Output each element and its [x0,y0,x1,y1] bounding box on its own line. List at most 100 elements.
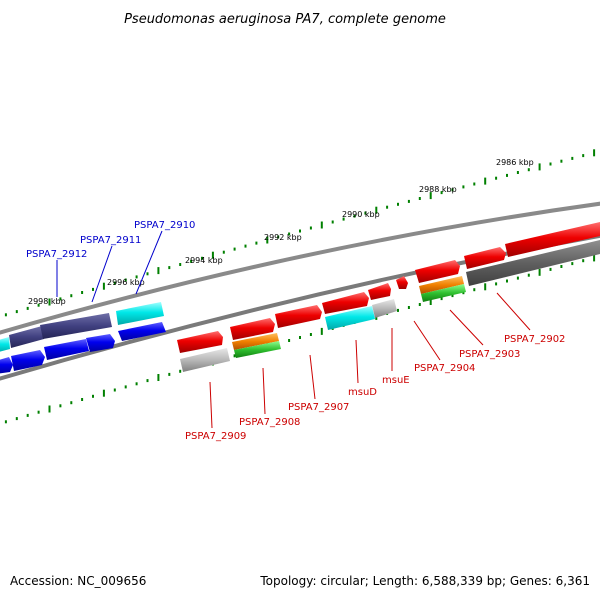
outer-ring-minor-tick [233,247,236,251]
gene-feature-navy-2[interactable] [40,313,112,339]
outer-ring-minor-tick [309,226,312,230]
feature-track [0,222,600,374]
outer-ring-minor-tick [168,266,171,270]
gene-label-pspa7-2907[interactable]: PSPA7_2907 [288,402,349,413]
outer-ring-minor-tick [582,154,585,158]
gene-feature-red-pspa7-2902b[interactable] [505,222,600,257]
gene-labels: PSPA7_2912 PSPA7_2911 PSPA7_2910 PSPA7_2… [26,220,565,442]
inner-ring-minor-tick [92,394,94,398]
inner-ring-minor-tick [233,354,236,358]
inner-ring-minor-tick [15,417,18,421]
outer-ring-minor-tick [201,256,203,260]
inner-ring-major-tick [157,374,160,381]
outer-ring-minor-tick [4,313,7,317]
gene-feature-blue-1[interactable] [11,350,45,371]
gene-feature-navy-1[interactable] [9,326,44,348]
outer-ring-minor-tick [190,259,193,263]
gene-label-pspa7-2903[interactable]: PSPA7_2903 [459,349,520,360]
gene-feature-cyan-pspa7-2910[interactable] [116,302,164,325]
gene-feature-cyan-2[interactable] [325,306,375,330]
inner-ring-minor-tick [70,401,73,405]
outer-ring-minor-tick [277,235,280,239]
gene-feature-darkgrey-1[interactable] [466,240,600,286]
gene-feature-red-pspa7-2904[interactable] [396,276,408,289]
outer-ring-major-tick [375,206,378,214]
outer-ring-minor-tick [70,294,73,298]
outer-ring-minor-tick [342,217,345,221]
outer-ring-minor-tick [135,275,138,279]
gene-feature-grey-2[interactable] [372,299,397,318]
accession-text: Accession: NC_009656 [10,574,147,588]
inner-ring-minor-tick [299,336,301,339]
tick-label-2988: 2988 kbp [419,185,457,194]
inner-ring-minor-tick [506,279,508,283]
outer-ring-minor-tick [92,287,94,291]
inner-ring-minor-tick [124,385,127,389]
callout-pspa7-2904 [413,320,441,361]
gene-feature-orange-1[interactable] [232,333,279,350]
gene-label-pspa7-2912[interactable]: PSPA7_2912 [26,249,87,260]
inner-ring-minor-tick [418,303,421,306]
inner-ring-minor-tick [516,276,519,280]
inner-ring-minor-tick [440,297,443,301]
outer-ring-minor-tick [288,232,291,236]
outer-ring-minor-tick [59,297,62,301]
gene-feature-grey-1[interactable] [180,348,230,372]
gene-label-pspa7-2902[interactable]: PSPA7_2902 [504,334,565,345]
inner-ring-minor-tick [473,288,476,292]
outer-ring-minor-tick [364,211,367,215]
outer-ring-major-tick [157,267,160,275]
callout-pspa7-2911 [91,245,113,303]
callout-msud [355,339,359,384]
outer-ring-major-tick [211,251,214,259]
callout-pspa7-2908 [262,367,266,415]
inner-ring-minor-tick [168,372,171,376]
gene-feature-red-msud[interactable] [322,292,369,314]
label-callouts [56,230,531,429]
gene-feature-cyan-left-edge[interactable] [0,337,10,353]
callout-pspa7-2910 [135,230,163,295]
inner-ring-minor-tick [451,294,454,298]
inner-ring-minor-tick [549,267,552,271]
outer-ring-minor-tick [462,185,465,189]
gene-feature-red-pspa7-2909[interactable] [177,331,223,353]
outer-ring-minor-tick [113,281,116,285]
gene-label-pspa7-2904[interactable]: PSPA7_2904 [414,363,475,374]
outer-ring-minor-tick [440,191,443,195]
outer-ring-minor-tick [244,244,247,248]
gene-feature-blue-edge[interactable] [0,357,13,374]
inner-ring-minor-tick [179,369,182,373]
gene-label-pspa7-2909[interactable]: PSPA7_2909 [185,431,246,442]
inner-ring-minor-tick [407,306,410,309]
inner-ring-minor-tick [81,398,84,401]
outer-ring-minor-tick [255,241,258,245]
tick-label-2986: 2986 kbp [496,158,534,167]
gene-feature-green-2[interactable] [421,284,466,302]
gene-label-pspa7-2908[interactable]: PSPA7_2908 [239,417,300,428]
outer-ring-minor-tick [560,159,563,163]
gene-label-msue[interactable]: msuE [382,375,410,386]
gene-label-pspa7-2910[interactable]: PSPA7_2910 [134,220,195,231]
gene-feature-red-pspa7-2903[interactable] [415,260,460,283]
gene-feature-orange-2[interactable] [419,276,464,294]
gene-feature-red-msue[interactable] [368,283,391,300]
gene-feature-blue-2[interactable] [44,339,89,360]
gene-feature-green-1[interactable] [234,341,281,358]
gene-label-pspa7-2911[interactable]: PSPA7_2911 [80,235,141,246]
outer-ring-minor-tick [495,176,498,180]
gene-feature-red-pspa7-2908[interactable] [230,318,275,340]
gene-feature-red-pspa7-2907[interactable] [275,305,322,328]
outer-ring-minor-tick [37,303,40,307]
tick-label-2996: 2996 kbp [107,278,145,287]
gene-feature-red-pspa7-2902a[interactable] [464,247,506,269]
gene-label-msud[interactable]: msuD [348,387,377,398]
outer-ring-major-tick [48,298,51,306]
outer-ring-minor-tick [473,182,476,186]
gene-feature-blue-3[interactable] [86,334,115,352]
callout-pspa7-2903 [449,309,484,346]
gene-feature-blue-4[interactable] [118,322,166,341]
tick-label-2990: 2990 kbp [342,210,380,219]
outer-ring-minor-tick [26,306,29,310]
inner-ring-minor-tick [582,259,585,263]
